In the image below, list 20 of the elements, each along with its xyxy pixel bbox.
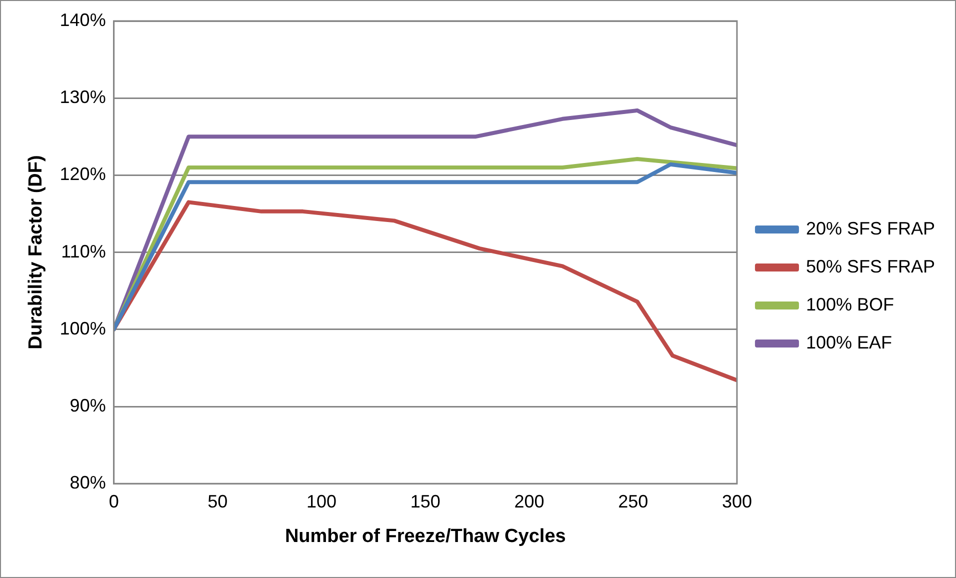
x-tick-label: 100 [306, 491, 337, 512]
y-tick-label: 140% [60, 10, 106, 30]
x-axis-title: Number of Freeze/Thaw Cycles [284, 526, 566, 547]
y-axis-title: Durability Factor (DF) [26, 155, 47, 350]
y-tick-label: 120% [60, 164, 106, 184]
legend-label: 20% SFS FRAP [806, 218, 936, 238]
legend-label: 50% SFS FRAP [806, 256, 936, 276]
y-tick-label: 110% [61, 241, 106, 262]
y-tick-label: 130% [60, 87, 106, 108]
x-tick-label: 150 [410, 491, 440, 512]
x-tick-label: 200 [514, 491, 544, 512]
x-tick-label: 250 [618, 491, 648, 512]
y-tick-label: 80% [70, 472, 106, 493]
y-tick-label: 90% [70, 395, 106, 416]
legend-label: 100% EAF [806, 332, 892, 352]
y-tick-label: 100% [60, 318, 106, 338]
legend-label: 100% BOF [806, 294, 894, 314]
x-tick-label: 0 [108, 491, 119, 512]
x-tick-label: 50 [208, 491, 228, 512]
x-tick-label: 300 [722, 491, 752, 512]
